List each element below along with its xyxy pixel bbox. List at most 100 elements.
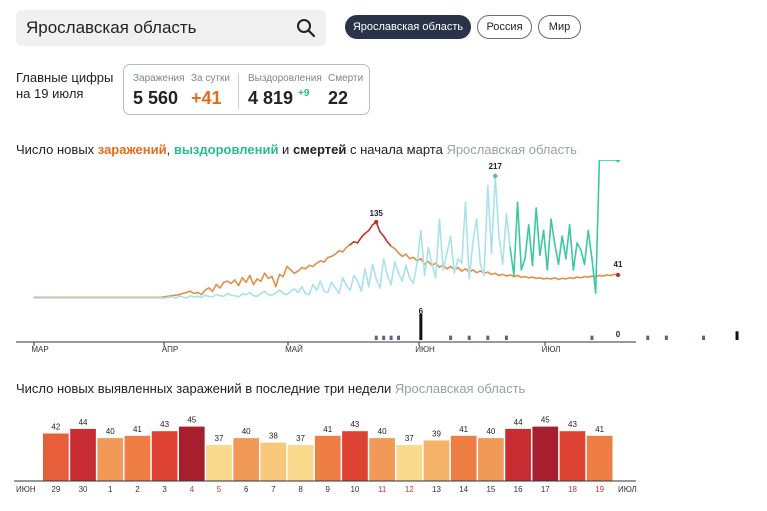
month-label-left: ИЮН — [16, 485, 36, 494]
recoveries-line-segment — [483, 184, 489, 277]
infections-line-segment — [260, 272, 266, 282]
infections-line-segment — [379, 230, 385, 237]
recoveries-line-segment — [427, 246, 433, 266]
key-figures-title: Главные цифры на 19 июля — [16, 70, 113, 102]
bar-value-label: 40 — [378, 427, 387, 436]
bar-value-label: 40 — [242, 427, 251, 436]
infections-line-segment — [282, 265, 288, 278]
bar-category-label: 12 — [405, 485, 414, 494]
bar-10 — [342, 431, 368, 481]
infections-line-segment — [286, 265, 292, 271]
recovered-value: 4 819 — [248, 88, 294, 108]
recoveries-line-segment — [397, 272, 404, 282]
bar-value-label: 45 — [541, 416, 550, 425]
bar-2 — [124, 435, 151, 481]
bar-13 — [423, 440, 450, 481]
recoveries-line-segment — [505, 212, 511, 249]
recoveries-line-segment — [587, 229, 593, 260]
recoveries-line-segment — [546, 218, 552, 271]
search-input[interactable]: Ярославская область — [26, 18, 197, 37]
recoveries-line-segment — [524, 224, 530, 260]
region-search-field[interactable]: Ярославская область — [16, 10, 326, 46]
deaths-bar — [486, 335, 490, 340]
infections-line-segment — [230, 279, 236, 285]
recoveries-line-segment — [248, 291, 255, 297]
bar-19 — [586, 435, 613, 481]
bar-value-label: 41 — [595, 425, 604, 434]
recoveries-line-segment — [308, 283, 314, 296]
infections-line-segment — [248, 274, 255, 286]
recoveries-line-segment — [535, 207, 541, 257]
recoveries-line-segment — [513, 201, 519, 277]
annotation-label-6: 6 — [419, 307, 424, 316]
bar-11 — [369, 438, 395, 481]
infections-line-segment — [297, 266, 303, 272]
recoveries-line-segment — [286, 290, 292, 296]
chart1-title-deaths: смертей — [292, 142, 347, 157]
tab-russia[interactable]: Россия — [477, 15, 532, 39]
recoveries-line-segment — [420, 229, 426, 277]
bar-category-label: 17 — [541, 485, 550, 494]
recoveries-line-segment — [416, 229, 422, 264]
tab-yaroslavl-region[interactable]: Ярославская область — [345, 15, 471, 39]
recoveries-line-segment — [498, 235, 504, 266]
infections-line-segment — [405, 253, 411, 260]
bar-category-label: 16 — [514, 485, 523, 494]
infections-line-segment — [245, 274, 251, 284]
infections-line-segment — [289, 269, 296, 275]
infections-line-segment — [208, 287, 214, 293]
chart1-title-comma: , — [166, 142, 174, 157]
bar-category-label: 14 — [459, 485, 468, 494]
recoveries-line-segment — [341, 276, 348, 287]
deaths-bar — [374, 335, 378, 340]
deaths-bar — [646, 335, 650, 340]
bar-value-label: 43 — [350, 420, 359, 429]
search-icon[interactable] — [296, 18, 316, 38]
recoveries-line-segment — [349, 274, 355, 291]
recoveries-line-segment — [390, 261, 396, 286]
recoveries-line-segment — [520, 257, 526, 271]
recoveries-line-segment — [568, 224, 575, 271]
bar-category-label: 30 — [79, 485, 88, 494]
annotation-label-9: 9 — [616, 160, 621, 162]
infections-line-segment — [211, 283, 218, 293]
deaths-label: Смерти — [328, 73, 364, 84]
infections-line-segment — [457, 266, 463, 272]
deaths-bar — [397, 335, 401, 340]
recoveries-line-segment — [338, 276, 344, 295]
recoveries-line-segment — [394, 261, 400, 275]
bar-18 — [559, 431, 586, 481]
recoveries-line-segment — [542, 229, 549, 271]
bar-category-label: 8 — [298, 485, 303, 494]
recoveries-line-segment — [446, 235, 452, 254]
bar-category-label: 18 — [568, 485, 577, 494]
daily-label: За сутки — [191, 73, 230, 84]
deaths-bar — [449, 335, 453, 340]
bar-value-label: 41 — [133, 425, 142, 434]
infections-line-segment — [274, 273, 281, 288]
bar-category-label: 1 — [108, 485, 113, 494]
chart1-title: Число новых заражений, выздоровлений и с… — [16, 142, 577, 157]
bar-29 — [43, 433, 69, 481]
deaths-bar — [504, 335, 508, 340]
chart1-title-and: и — [278, 142, 293, 157]
bar-category-label: 9 — [326, 485, 331, 494]
recoveries-line-segment — [386, 274, 392, 286]
recoveries-line-segment — [301, 285, 307, 295]
bar-value-label: 43 — [568, 420, 577, 429]
month-label-ИЮЛ: ИЮЛ — [542, 345, 561, 354]
recoveries-line-segment — [371, 263, 378, 280]
recoveries-line-segment — [315, 280, 322, 291]
recoveries-line-segment — [453, 257, 459, 275]
tab-world[interactable]: Мир — [538, 15, 581, 39]
bar-value-label: 44 — [514, 418, 523, 427]
recoveries-line-segment — [382, 257, 389, 277]
deaths-bar — [590, 335, 594, 340]
bar-category-label: 10 — [350, 485, 359, 494]
bar-3 — [151, 431, 178, 481]
recoveries-line-segment — [583, 229, 590, 266]
deaths-bar — [735, 331, 739, 340]
infections-line-segment — [323, 256, 329, 263]
recoveries-line-segment — [490, 175, 497, 254]
bar-5 — [206, 445, 232, 481]
